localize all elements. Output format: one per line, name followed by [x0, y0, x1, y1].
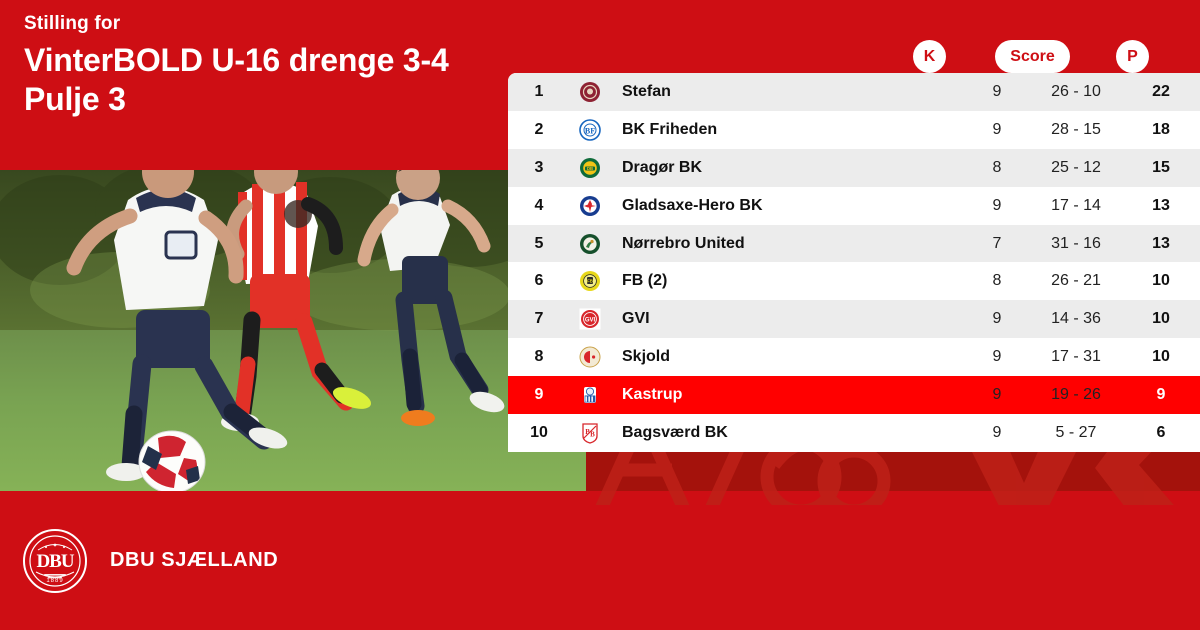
- skjold-crest: [570, 346, 610, 368]
- row-club-name[interactable]: Kastrup: [622, 386, 683, 404]
- row-position: 3: [534, 158, 544, 176]
- row-points: 9: [1156, 386, 1166, 404]
- row-points: 15: [1152, 158, 1170, 176]
- row-matches: 9: [992, 386, 1002, 404]
- row-score: 17 - 14: [1051, 196, 1101, 214]
- svg-text:BF: BF: [585, 126, 595, 135]
- column-header-matches: K: [913, 40, 946, 73]
- row-score: 26 - 21: [1051, 272, 1101, 290]
- row-matches: 9: [992, 120, 1002, 138]
- row-matches: 8: [992, 272, 1002, 290]
- svg-text:DBU: DBU: [36, 551, 74, 572]
- row-club-name[interactable]: FB (2): [622, 272, 668, 290]
- gladsaxe-hero-crest: [570, 195, 610, 217]
- table-row[interactable]: 8 Skjold 9 17 - 31 10: [508, 338, 1200, 377]
- column-header-score: Score: [995, 40, 1070, 73]
- row-club-name[interactable]: Stefan: [622, 82, 671, 100]
- row-points: 13: [1152, 234, 1170, 252]
- row-position: 4: [534, 196, 544, 214]
- background-mid-band: [586, 452, 1200, 491]
- dragoer-bk-crest: DB: [570, 157, 610, 179]
- row-club-name[interactable]: Nørrebro United: [622, 234, 745, 252]
- row-position: 1: [534, 82, 544, 100]
- stefan-crest: [570, 81, 610, 103]
- gvi-crest: GVI: [570, 308, 610, 330]
- row-position: 6: [534, 272, 544, 290]
- row-position: 5: [534, 234, 544, 252]
- row-matches: 9: [992, 82, 1002, 100]
- header-kicker: Stilling for: [24, 13, 121, 34]
- table-row[interactable]: 5 Nørrebro United 7 31 - 16 13: [508, 224, 1200, 263]
- row-matches: 7: [992, 234, 1002, 252]
- row-club-name[interactable]: Gladsaxe-Hero BK: [622, 196, 763, 214]
- page-title: VinterBOLD U-16 drenge 3-4 Pulje 3: [24, 41, 449, 117]
- row-matches: 8: [992, 158, 1002, 176]
- row-score: 31 - 16: [1051, 234, 1101, 252]
- row-club-name[interactable]: Dragør BK: [622, 158, 703, 176]
- row-points: 10: [1152, 272, 1170, 290]
- row-club-name[interactable]: GVI: [622, 310, 650, 328]
- row-position: 7: [534, 310, 544, 328]
- poster-header: Stilling for VinterBOLD U-16 drenge 3-4 …: [24, 13, 494, 119]
- noerrebro-united-crest: [570, 233, 610, 255]
- row-points: 10: [1152, 348, 1170, 366]
- svg-text:B: B: [585, 428, 590, 436]
- row-points: 22: [1152, 82, 1170, 100]
- row-matches: 9: [992, 348, 1002, 366]
- row-points: 18: [1152, 120, 1170, 138]
- table-row[interactable]: 3 DB Dragør BK 8 25 - 12 15: [508, 148, 1200, 187]
- row-score: 28 - 15: [1051, 120, 1101, 138]
- table-row[interactable]: 1 Stefan 9 26 - 10 22: [508, 73, 1200, 111]
- footer-org-name: DBU SJÆLLAND: [110, 549, 279, 571]
- table-row[interactable]: 6 FB FB (2) 8 26 - 21 10: [508, 262, 1200, 301]
- row-position: 9: [534, 386, 544, 404]
- bk-friheden-crest: BF: [570, 119, 610, 141]
- table-row[interactable]: 7 GVI GVI 9 14 - 36 10: [508, 300, 1200, 339]
- column-header-points: P: [1116, 40, 1149, 73]
- row-matches: 9: [992, 423, 1002, 441]
- row-position: 2: [534, 120, 544, 138]
- row-score: 26 - 10: [1051, 82, 1101, 100]
- row-points: 10: [1152, 310, 1170, 328]
- row-points: 6: [1156, 423, 1166, 441]
- row-matches: 9: [992, 310, 1002, 328]
- svg-text:GVI: GVI: [585, 318, 596, 324]
- dbu-seal-logo: DBU 1889: [22, 528, 88, 594]
- fb-crest: FB: [570, 270, 610, 292]
- table-column-headers: K Score P: [508, 40, 1200, 73]
- table-row[interactable]: 10 B B Bagsværd BK 9 5 - 27 6: [508, 414, 1200, 452]
- row-club-name[interactable]: Skjold: [622, 348, 671, 366]
- svg-text:FB: FB: [587, 279, 593, 284]
- svg-text:1889: 1889: [46, 578, 63, 584]
- table-row[interactable]: 4 Gladsaxe-Hero BK 9 17 - 14 13: [508, 186, 1200, 225]
- svg-text:B: B: [590, 430, 595, 438]
- svg-text:DB: DB: [587, 166, 593, 171]
- row-score: 5 - 27: [1055, 423, 1097, 441]
- row-points: 13: [1152, 196, 1170, 214]
- row-club-name[interactable]: Bagsværd BK: [622, 423, 728, 441]
- row-matches: 9: [992, 196, 1002, 214]
- row-score: 19 - 26: [1051, 386, 1101, 404]
- row-score: 14 - 36: [1051, 310, 1101, 328]
- row-position: 10: [530, 423, 548, 441]
- table-row[interactable]: 2 BF BK Friheden 9 28 - 15 18: [508, 110, 1200, 149]
- row-club-name[interactable]: BK Friheden: [622, 120, 718, 138]
- row-score: 25 - 12: [1051, 158, 1101, 176]
- standings-table: 1 Stefan 9 26 - 10 22 2 BF BK Friheden 9 28 - 15 1…: [508, 73, 1200, 452]
- row-score: 17 - 31: [1051, 348, 1101, 366]
- kastrup-crest: [570, 384, 610, 406]
- row-position: 8: [534, 348, 544, 366]
- youth-football-match-photo: [0, 170, 586, 491]
- poster-footer: DBU 1889 DBU SJÆLLAND: [0, 491, 1200, 630]
- table-row[interactable]: 9 Kastrup 9 19 - 26 9: [508, 376, 1200, 415]
